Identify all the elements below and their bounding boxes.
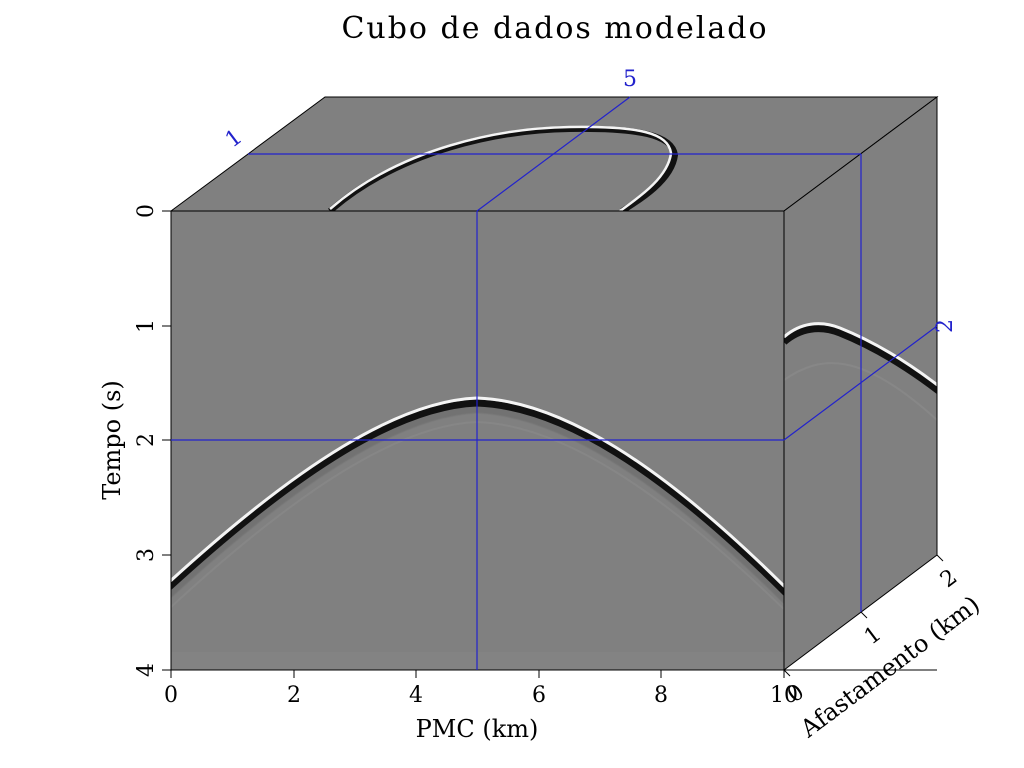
offset-tick-1: 1 (860, 622, 886, 650)
cmp-tick-8: 8 (654, 683, 668, 708)
cmp-axis-label: PMC (km) (416, 715, 539, 743)
time-tick-0: 0 (134, 204, 159, 218)
time-tick-3: 3 (134, 548, 159, 562)
top-event-white (329, 125, 673, 211)
cmp-axis: 0 2 4 6 8 10 PMC (km) (164, 670, 798, 743)
side-event-white (784, 322, 937, 389)
time-tick-2: 2 (134, 433, 159, 447)
time-tick-4: 4 (134, 663, 159, 677)
chart-title: Cubo de dados modelado (341, 11, 768, 46)
time-axis: 0 1 2 3 4 Tempo (s) (98, 204, 171, 677)
time-slice-label: 2 (933, 319, 958, 333)
top-event-dark (328, 125, 679, 211)
cmp-tick-4: 4 (409, 683, 423, 708)
slice-lines (171, 96, 938, 670)
time-tick-1: 1 (134, 319, 159, 333)
time-axis-label: Tempo (s) (98, 380, 126, 500)
cmp-tick-6: 6 (532, 683, 546, 708)
side-event-faint (784, 362, 937, 421)
cmp-tick-10: 10 (770, 683, 798, 708)
cmp-tick-0: 0 (164, 683, 178, 708)
cmp-tick-2: 2 (287, 683, 301, 708)
offset-tick-2: 2 (936, 565, 962, 593)
side-event-dark (784, 325, 937, 395)
cmp-slice-label: 5 (623, 67, 637, 92)
offset-slice-label: 1 (221, 125, 247, 153)
